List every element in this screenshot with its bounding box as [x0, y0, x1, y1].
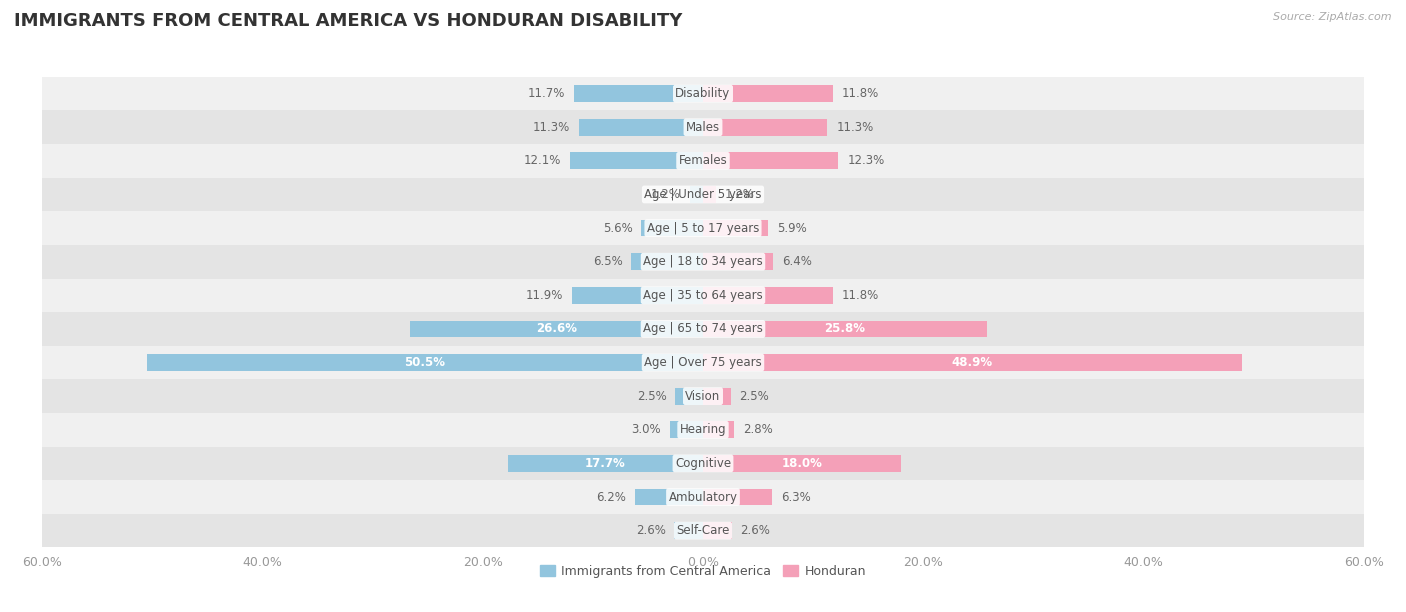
- Text: Vision: Vision: [685, 390, 721, 403]
- Bar: [42, 480, 1364, 514]
- Bar: [703, 220, 768, 236]
- Bar: [669, 422, 703, 438]
- Bar: [42, 110, 1364, 144]
- Text: 2.5%: 2.5%: [740, 390, 769, 403]
- Text: 1.2%: 1.2%: [725, 188, 755, 201]
- Text: 50.5%: 50.5%: [405, 356, 446, 369]
- Bar: [634, 488, 703, 506]
- Text: 11.8%: 11.8%: [842, 87, 879, 100]
- Text: Cognitive: Cognitive: [675, 457, 731, 470]
- Text: 17.7%: 17.7%: [585, 457, 626, 470]
- Bar: [703, 119, 828, 136]
- Bar: [42, 144, 1364, 177]
- Bar: [569, 152, 703, 170]
- Text: Age | 5 to 17 years: Age | 5 to 17 years: [647, 222, 759, 234]
- Bar: [703, 186, 716, 203]
- Text: 6.3%: 6.3%: [782, 490, 811, 504]
- Bar: [42, 76, 1364, 110]
- Text: 18.0%: 18.0%: [782, 457, 823, 470]
- Bar: [703, 287, 832, 304]
- Text: Age | Over 75 years: Age | Over 75 years: [644, 356, 762, 369]
- Bar: [42, 245, 1364, 278]
- Text: Males: Males: [686, 121, 720, 134]
- Bar: [703, 321, 987, 337]
- Bar: [690, 186, 703, 203]
- Text: 11.3%: 11.3%: [837, 121, 873, 134]
- Bar: [703, 152, 838, 170]
- Text: 26.6%: 26.6%: [536, 323, 576, 335]
- Text: 11.7%: 11.7%: [529, 87, 565, 100]
- Text: Age | 65 to 74 years: Age | 65 to 74 years: [643, 323, 763, 335]
- Bar: [703, 455, 901, 472]
- Bar: [42, 447, 1364, 480]
- Text: 5.6%: 5.6%: [603, 222, 633, 234]
- Text: 3.0%: 3.0%: [631, 424, 661, 436]
- Bar: [508, 455, 703, 472]
- Text: Disability: Disability: [675, 87, 731, 100]
- Text: 5.9%: 5.9%: [776, 222, 807, 234]
- Bar: [703, 488, 772, 506]
- Text: 48.9%: 48.9%: [952, 356, 993, 369]
- Text: Age | 18 to 34 years: Age | 18 to 34 years: [643, 255, 763, 268]
- Text: 11.3%: 11.3%: [533, 121, 569, 134]
- Bar: [703, 522, 731, 539]
- Bar: [675, 522, 703, 539]
- Text: 2.8%: 2.8%: [742, 424, 772, 436]
- Bar: [641, 220, 703, 236]
- Text: 6.2%: 6.2%: [596, 490, 626, 504]
- Bar: [42, 177, 1364, 211]
- Bar: [703, 253, 773, 270]
- Text: 25.8%: 25.8%: [824, 323, 866, 335]
- Bar: [574, 85, 703, 102]
- Text: Age | Under 5 years: Age | Under 5 years: [644, 188, 762, 201]
- Bar: [42, 312, 1364, 346]
- Bar: [42, 211, 1364, 245]
- Bar: [703, 422, 734, 438]
- Text: Self-Care: Self-Care: [676, 524, 730, 537]
- Bar: [42, 413, 1364, 447]
- Bar: [42, 379, 1364, 413]
- Bar: [572, 287, 703, 304]
- Text: 11.9%: 11.9%: [526, 289, 564, 302]
- Bar: [675, 388, 703, 405]
- Bar: [703, 85, 832, 102]
- Bar: [703, 354, 1241, 371]
- Bar: [703, 388, 731, 405]
- Text: 1.2%: 1.2%: [651, 188, 681, 201]
- Text: Hearing: Hearing: [679, 424, 727, 436]
- Bar: [42, 278, 1364, 312]
- Text: 2.6%: 2.6%: [636, 524, 665, 537]
- Text: Ambulatory: Ambulatory: [668, 490, 738, 504]
- Legend: Immigrants from Central America, Honduran: Immigrants from Central America, Hondura…: [534, 560, 872, 583]
- Text: 2.6%: 2.6%: [741, 524, 770, 537]
- Text: 11.8%: 11.8%: [842, 289, 879, 302]
- Text: Age | 35 to 64 years: Age | 35 to 64 years: [643, 289, 763, 302]
- Text: Females: Females: [679, 154, 727, 167]
- Bar: [631, 253, 703, 270]
- Bar: [42, 514, 1364, 548]
- Text: 6.4%: 6.4%: [782, 255, 813, 268]
- Text: 12.3%: 12.3%: [848, 154, 884, 167]
- Bar: [42, 346, 1364, 379]
- Text: 12.1%: 12.1%: [523, 154, 561, 167]
- Text: IMMIGRANTS FROM CENTRAL AMERICA VS HONDURAN DISABILITY: IMMIGRANTS FROM CENTRAL AMERICA VS HONDU…: [14, 12, 682, 30]
- Bar: [411, 321, 703, 337]
- Bar: [578, 119, 703, 136]
- Text: 2.5%: 2.5%: [637, 390, 666, 403]
- Text: 6.5%: 6.5%: [593, 255, 623, 268]
- Text: Source: ZipAtlas.com: Source: ZipAtlas.com: [1274, 12, 1392, 22]
- Bar: [146, 354, 703, 371]
